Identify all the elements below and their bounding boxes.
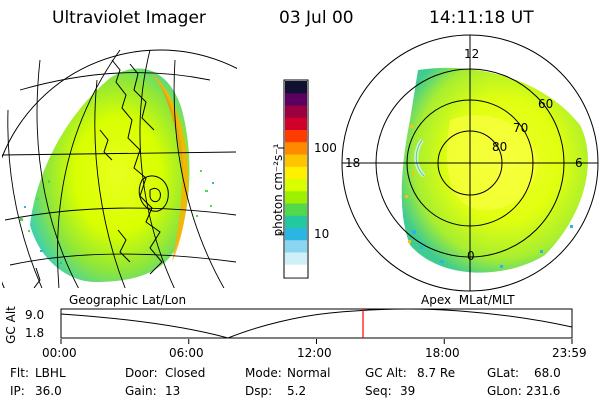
left-aurora-region xyxy=(30,68,190,282)
flt-label: Flt: xyxy=(10,366,29,380)
door-label: Door: xyxy=(125,366,158,380)
glat-value: 68.0 xyxy=(534,366,561,380)
altitude-curve xyxy=(60,308,573,339)
mode-value: Normal xyxy=(287,366,331,380)
colorbar xyxy=(278,79,309,279)
mlat-label-80: 80 xyxy=(492,140,508,154)
gcalt-label: GC Alt: xyxy=(365,366,407,380)
altitude-ylabel: GC Alt xyxy=(4,306,18,344)
seq-label: Seq: xyxy=(365,384,392,398)
glon-label: GLon: xyxy=(487,384,522,398)
colorbar-band xyxy=(285,240,307,254)
coastline xyxy=(111,59,163,275)
date-label: 03 Jul 00 xyxy=(279,8,354,28)
ip-value: 36.0 xyxy=(35,384,62,398)
left-panel-caption: Geographic Lat/Lon xyxy=(69,293,187,307)
colorbar-band xyxy=(285,93,307,107)
glon-value: 231.6 xyxy=(526,384,561,398)
altitude-ytick-1-8: 1.8 xyxy=(25,326,45,340)
left-aurora-band xyxy=(150,72,189,262)
colorbar-band xyxy=(285,117,307,131)
xtick-0000: 00:00 xyxy=(42,346,77,360)
ip-label: IP: xyxy=(10,384,25,398)
colorbar-label: photon cm⁻²s⁻¹ xyxy=(271,143,285,237)
colorbar-band xyxy=(285,130,307,143)
gain-value: 13 xyxy=(165,384,181,398)
mlt-label-6: 6 xyxy=(575,156,583,170)
colorbar-tick-100: 100 xyxy=(314,141,337,155)
instrument-title: Ultraviolet Imager xyxy=(52,8,206,28)
xtick-1800: 18:00 xyxy=(425,346,460,360)
xtick-2359: 23:59 xyxy=(552,346,587,360)
xtick-0600: 06:00 xyxy=(169,346,204,360)
mode-label: Mode: xyxy=(245,366,282,380)
altitude-plot xyxy=(60,308,573,344)
glat-label: GLat: xyxy=(487,366,520,380)
gain-label: Gain: xyxy=(125,384,157,398)
colorbar-band xyxy=(285,154,307,168)
dsp-label: Dsp: xyxy=(245,384,273,398)
globe-limb xyxy=(2,49,237,288)
colorbar-band xyxy=(285,264,307,278)
right-panel-caption: Apex MLat/MLT xyxy=(421,293,515,307)
altitude-ytick-9: 9.0 xyxy=(25,308,45,322)
mlt-label-12: 12 xyxy=(464,47,480,61)
dsp-value: 5.2 xyxy=(287,384,307,398)
xtick-1200: 12:00 xyxy=(297,346,332,360)
gcalt-value: 8.7 Re xyxy=(417,366,456,380)
colorbar-band xyxy=(285,252,307,266)
colorbar-band xyxy=(285,142,307,156)
colorbar-band xyxy=(285,215,307,229)
colorbar-band xyxy=(285,81,307,94)
colorbar-band xyxy=(285,166,307,180)
colorbar-band xyxy=(285,191,307,205)
flt-value: LBHL xyxy=(35,366,66,380)
geographic-map xyxy=(2,49,237,288)
mlt-label-0: 0 xyxy=(467,249,475,263)
colorbar-band xyxy=(285,228,307,241)
mlt-label-18: 18 xyxy=(345,156,361,170)
colorbar-band xyxy=(285,179,307,192)
mlat-label-60: 60 xyxy=(538,97,554,111)
time-label: 14:11:18 UT xyxy=(429,8,534,28)
door-value: Closed xyxy=(165,366,206,380)
colorbar-band xyxy=(285,203,307,217)
colorbar-tick-10: 10 xyxy=(314,227,330,241)
colorbar-band xyxy=(285,105,307,119)
seq-value: 39 xyxy=(400,384,416,398)
mlat-label-70: 70 xyxy=(513,121,529,135)
polar-map xyxy=(341,34,599,292)
